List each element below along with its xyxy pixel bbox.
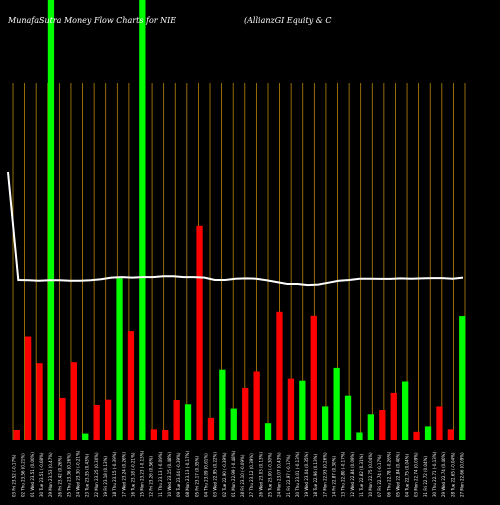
bar — [356, 432, 363, 440]
x-tick-label: 31 Fri 22.72 (0.04%) — [423, 456, 428, 497]
x-tick-label: 20 Thu 23.01 (-0.13%) — [295, 451, 300, 497]
bar — [162, 430, 169, 440]
x-tick-label: 30 Thu 22.71 (-0.13%) — [432, 451, 437, 497]
x-tick-label: 12 Wed 22.84 (0.09%) — [350, 452, 355, 497]
bar — [70, 362, 77, 440]
money-flow-line-series — [7, 171, 464, 287]
bar — [436, 406, 443, 440]
bar — [322, 406, 329, 440]
x-tick-label: 11 Tue 22.82 (0.31%) — [359, 454, 364, 497]
bar — [59, 397, 66, 440]
x-tick-label: 15 Mon 23.23 (-0.13%) — [140, 451, 145, 498]
x-tick-label: 27 Mon 22.66 (0.09%) — [459, 452, 464, 497]
x-tick-label: 05 Wed 22.84 (0.40%) — [396, 452, 401, 497]
x-tick-label: 16 Tue 23.18 (-0.21%) — [130, 452, 135, 497]
bar — [402, 381, 409, 440]
x-tick-label: 29 Wed 22.74 (0.40%) — [441, 452, 446, 497]
x-tick-label: 05 Fri 23.17 (0.35%) — [194, 456, 199, 497]
x-tick-label: 09 Tue 23.04 (-0.39%) — [176, 452, 181, 497]
x-tick-label: 03 Wed 22.95 (0.22%) — [213, 452, 218, 497]
x-tick-label: 01 Wed 23.51 (0.00%) — [30, 452, 35, 497]
x-tick-label: 17 Mon 22.93 (0.26%) — [322, 452, 327, 497]
x-tick-label: 12 Fri 23.26 (0.56%) — [149, 456, 154, 497]
x-tick-label: 22 Mon 23.25 (0.30%) — [94, 452, 99, 497]
bar — [173, 400, 180, 440]
x-tick-label: 28 Fri 23.10 (-0.09%) — [240, 454, 245, 497]
bar — [47, 0, 55, 440]
x-tick-label: 25 Thu 23.36 (0.26%) — [66, 453, 71, 497]
bar — [127, 331, 135, 440]
x-tick-label: 03 Mon 22.74 (0.09%) — [414, 452, 419, 497]
bar — [184, 404, 192, 440]
bar — [82, 433, 89, 440]
x-tick-label: 25 Tue 23.00 (-0.30%) — [268, 452, 273, 497]
x-tick-label: 24 Mon 23.07 (0.43%) — [277, 452, 282, 497]
bar — [13, 430, 20, 440]
x-tick-label: 06 Thu 22.78 (-0.26%) — [386, 451, 391, 497]
money-flow-line — [7, 171, 464, 287]
x-tick-label: 04 Thu 23.09 (0.61%) — [204, 453, 209, 497]
bar — [230, 408, 237, 440]
x-tick-label: 17 Wed 23.24 (0.26%) — [121, 452, 126, 497]
x-tick-label: 24 Wed 23.30 (-0.21%) — [76, 450, 81, 497]
bar-series — [13, 0, 466, 440]
chart-title: MunafaSutra Money Flow Charts for NIE — [8, 16, 177, 25]
bar — [150, 429, 157, 440]
x-tick-label: 13 Thu 22.80 (-0.17%) — [341, 451, 346, 497]
chart-subtitle: (AllianzGI Equity & C — [244, 16, 332, 25]
x-tick-label: 30 Tue 23.51 (-0.08%) — [39, 452, 44, 497]
x-tick-label: 03 Fri 23.52 (-0.17%) — [12, 454, 17, 497]
bar — [264, 423, 272, 440]
bar — [36, 363, 43, 440]
bar — [116, 278, 123, 440]
x-tick-label: 19 Fri 23.18 (0.13%) — [103, 456, 108, 497]
x-tick-label: 08 Mon 23.13 (-0.17%) — [185, 451, 190, 498]
bar — [242, 387, 249, 440]
bar — [219, 369, 226, 440]
bar — [105, 399, 112, 440]
x-tick-label: 18 Thu 23.15 (-0.39%) — [112, 451, 117, 497]
x-tick-label: 26 Wed 23.03 (0.13%) — [258, 452, 263, 497]
x-tick-label: 27 Thu 23.12 (0.39%) — [249, 453, 254, 497]
bar — [390, 392, 397, 440]
x-tick-label: 07 Fri 22.74 (-0.17%) — [377, 454, 382, 497]
x-tick-label: 21 Fri 22.97 (-0.17%) — [286, 454, 291, 497]
bar — [367, 414, 374, 440]
bar — [310, 315, 317, 440]
x-tick-label: 10 Mon 22.75 (0.04%) — [368, 452, 373, 497]
bar — [253, 371, 260, 440]
bar — [139, 0, 146, 440]
x-tick-label: 14 Fri 22.87 (0.30%) — [332, 456, 337, 497]
bar — [413, 431, 420, 440]
bar — [207, 417, 215, 440]
x-tick-label: 11 Thu 23.13 (-0.09%) — [158, 451, 163, 497]
x-tick-label: 28 Tue 22.65 (-0.04%) — [450, 452, 455, 497]
bar — [287, 378, 295, 440]
x-tick-label: 29 Mon 23.53 (0.47%) — [48, 452, 53, 497]
x-tick-label: 01 Mon 22.99 (-0.48%) — [231, 451, 236, 498]
x-tick-label: 26 Fri 23.42 (0.26%) — [57, 456, 62, 497]
bar — [93, 405, 100, 440]
x-tick-label: 04 Tue 22.75 (0.04%) — [405, 454, 410, 497]
bar — [333, 367, 340, 440]
bar — [447, 429, 454, 440]
bar — [196, 225, 203, 440]
bar — [459, 316, 466, 440]
bar — [424, 426, 432, 440]
bar — [344, 395, 352, 440]
bar — [299, 380, 306, 440]
x-tick-label: 18 Tue 22.96 (0.13%) — [313, 454, 318, 497]
x-tick-label: 19 Wed 23.04 (0.35%) — [304, 452, 309, 497]
bar — [276, 311, 283, 440]
x-tick-label: 10 Wed 23.15 (0.48%) — [167, 452, 172, 497]
grid-lines — [12, 83, 466, 440]
x-tick-label: 02 Tue 22.90 (-0.39%) — [222, 452, 227, 497]
x-tick-label: 02 Thu 23.56 (0.21%) — [21, 453, 26, 497]
bar — [25, 336, 32, 440]
bar — [379, 410, 386, 440]
x-axis-tick-labels: 03 Fri 23.52 (-0.17%) 02 Thu 23.56 (0.21%… — [12, 450, 465, 497]
x-tick-label: 23 Tue 23.35 (0.43%) — [85, 454, 90, 497]
